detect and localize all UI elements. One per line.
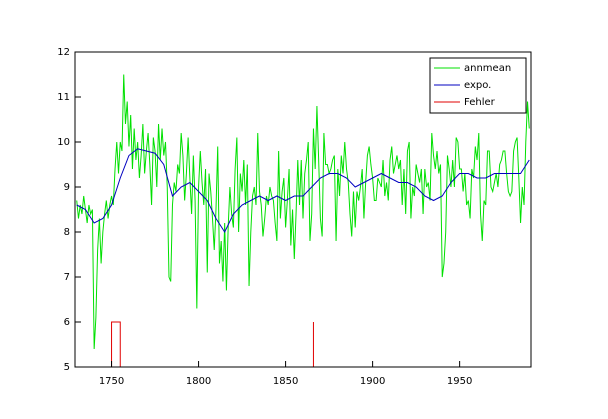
series-line [76,74,530,350]
y-tick-label: 10 [57,137,70,148]
y-tick-label: 9 [64,182,70,193]
x-tick-label: 1750 [99,376,124,387]
legend: annmean expo. Fehler [429,57,527,114]
y-tick-label: 11 [57,92,70,103]
y-tick-label: 8 [64,227,70,238]
x-tick-label: 1800 [186,376,211,387]
plot-frame [74,51,532,368]
x-tick-label: 1950 [447,376,472,387]
legend-label: annmean [464,63,511,74]
y-tick-label: 6 [64,317,70,328]
x-tick-label: 1850 [273,376,298,387]
y-tick-label: 5 [64,362,70,373]
legend-label: Fehler [464,97,496,108]
series-line [76,148,530,234]
y-tick-label: 12 [57,47,70,58]
y-tick-label: 7 [64,272,70,283]
x-tick-label: 1900 [360,376,385,387]
legend-label: expo. [464,80,491,91]
